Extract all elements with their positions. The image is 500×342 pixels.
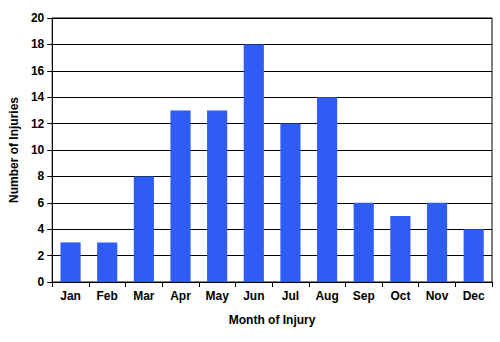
svg-text:Oct: Oct [390,289,410,303]
svg-text:Jan: Jan [60,289,81,303]
svg-text:4: 4 [38,222,45,236]
svg-text:14: 14 [31,90,45,104]
svg-text:2: 2 [38,249,45,263]
svg-text:16: 16 [31,64,45,78]
svg-text:12: 12 [31,117,45,131]
svg-text:Apr: Apr [170,289,191,303]
svg-text:6: 6 [38,196,45,210]
svg-text:Nov: Nov [426,289,449,303]
svg-text:Jun: Jun [243,289,264,303]
svg-text:Number of Injuries: Number of Injuries [7,97,21,203]
svg-text:8: 8 [38,169,45,183]
svg-text:0: 0 [38,275,45,289]
svg-text:Month of Injury: Month of Injury [229,313,316,327]
svg-text:Sep: Sep [353,289,375,303]
svg-text:Dec: Dec [463,289,485,303]
svg-text:May: May [205,289,229,303]
svg-text:18: 18 [31,37,45,51]
svg-text:Mar: Mar [133,289,155,303]
svg-text:Feb: Feb [97,289,118,303]
svg-text:10: 10 [31,143,45,157]
svg-text:Aug: Aug [315,289,338,303]
svg-text:Jul: Jul [282,289,299,303]
svg-text:20: 20 [31,11,45,25]
